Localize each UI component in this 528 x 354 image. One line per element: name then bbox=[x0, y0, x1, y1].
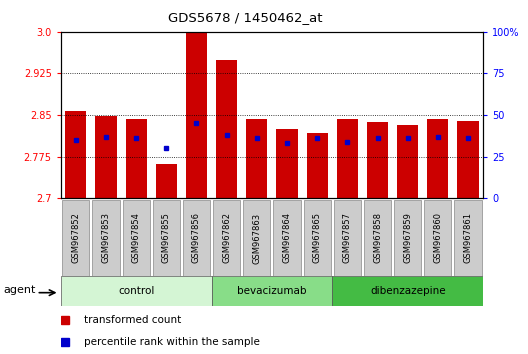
Bar bbox=[277, 129, 298, 198]
Bar bbox=[367, 122, 388, 198]
Text: GDS5678 / 1450462_at: GDS5678 / 1450462_at bbox=[168, 11, 323, 24]
Bar bbox=[216, 59, 237, 198]
Bar bbox=[65, 110, 87, 198]
Bar bbox=[337, 119, 358, 198]
Text: GSM967864: GSM967864 bbox=[282, 212, 291, 263]
FancyBboxPatch shape bbox=[304, 200, 331, 276]
Bar bbox=[96, 116, 117, 198]
FancyBboxPatch shape bbox=[122, 200, 150, 276]
Text: GSM967865: GSM967865 bbox=[313, 212, 322, 263]
Bar bbox=[212, 276, 332, 306]
Text: GSM967859: GSM967859 bbox=[403, 212, 412, 263]
Text: bevacizumab: bevacizumab bbox=[237, 286, 307, 296]
Bar bbox=[332, 276, 483, 306]
Text: percentile rank within the sample: percentile rank within the sample bbox=[84, 337, 260, 347]
Text: GSM967860: GSM967860 bbox=[433, 212, 442, 263]
FancyBboxPatch shape bbox=[243, 200, 270, 276]
FancyBboxPatch shape bbox=[274, 200, 300, 276]
FancyBboxPatch shape bbox=[455, 200, 482, 276]
Text: GSM967855: GSM967855 bbox=[162, 212, 171, 263]
Bar bbox=[61, 276, 212, 306]
Text: GSM967856: GSM967856 bbox=[192, 212, 201, 263]
Bar bbox=[246, 119, 267, 198]
Bar bbox=[457, 121, 478, 198]
Text: transformed count: transformed count bbox=[84, 315, 181, 325]
FancyBboxPatch shape bbox=[213, 200, 240, 276]
Text: GSM967862: GSM967862 bbox=[222, 212, 231, 263]
Text: GSM967854: GSM967854 bbox=[131, 212, 140, 263]
FancyBboxPatch shape bbox=[334, 200, 361, 276]
FancyBboxPatch shape bbox=[183, 200, 210, 276]
Text: GSM967861: GSM967861 bbox=[464, 212, 473, 263]
Bar bbox=[126, 119, 147, 198]
Text: GSM967858: GSM967858 bbox=[373, 212, 382, 263]
Text: dibenzazepine: dibenzazepine bbox=[370, 286, 446, 296]
Bar bbox=[427, 119, 448, 198]
Text: GSM967863: GSM967863 bbox=[252, 212, 261, 263]
Text: agent: agent bbox=[3, 285, 35, 295]
Bar bbox=[397, 125, 418, 198]
FancyBboxPatch shape bbox=[92, 200, 119, 276]
Bar bbox=[156, 164, 177, 198]
Bar bbox=[307, 133, 328, 198]
FancyBboxPatch shape bbox=[364, 200, 391, 276]
FancyBboxPatch shape bbox=[394, 200, 421, 276]
Text: GSM967853: GSM967853 bbox=[101, 212, 110, 263]
Text: GSM967857: GSM967857 bbox=[343, 212, 352, 263]
FancyBboxPatch shape bbox=[425, 200, 451, 276]
Text: control: control bbox=[118, 286, 154, 296]
FancyBboxPatch shape bbox=[62, 200, 89, 276]
FancyBboxPatch shape bbox=[153, 200, 180, 276]
Text: GSM967852: GSM967852 bbox=[71, 212, 80, 263]
Bar bbox=[186, 32, 207, 198]
